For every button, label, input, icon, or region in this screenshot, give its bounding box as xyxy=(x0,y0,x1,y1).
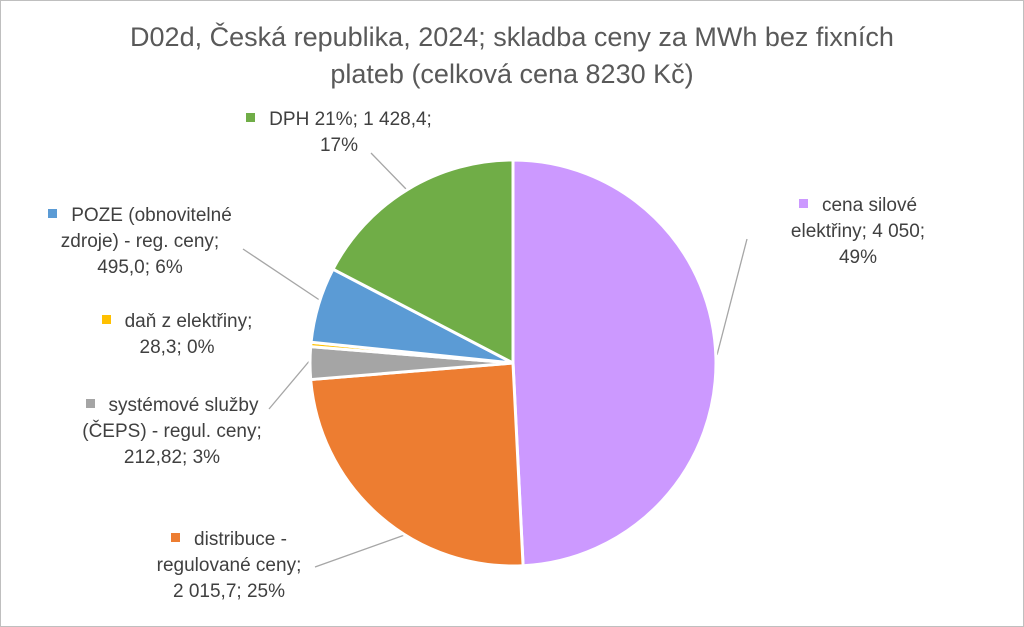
legend-key-systemove-sluzby-ceps-regul-ceny xyxy=(85,399,95,409)
data-label-line: zdroje) - reg. ceny; xyxy=(60,231,220,252)
data-label-line: 2 015,7; 25% xyxy=(173,581,285,602)
legend-key-cena-silove-elektriny xyxy=(798,199,808,209)
data-label-line: regulované ceny; xyxy=(156,555,302,576)
data-label-line: DPH 21%; 1 428,4; xyxy=(269,109,432,130)
legend-key-dph-21 xyxy=(246,113,256,123)
data-label-line: 17% xyxy=(319,135,359,156)
data-label-line: POZE (obnovitelné xyxy=(71,205,232,226)
leader-line-poze-obnovitelne-zdroje-reg-ceny xyxy=(242,248,322,302)
legend-key-dan-z-elektriny xyxy=(101,315,111,325)
data-label-line: 28,3; 0% xyxy=(139,337,215,358)
data-label-line: 212,82; 3% xyxy=(123,447,221,468)
data-label-line: (ČEPS) - regul. ceny; xyxy=(82,421,262,442)
leader-line-cena-silove-elektriny xyxy=(716,238,748,356)
data-label-line: 49% xyxy=(838,247,878,268)
data-label-poze-obnovitelne-zdroje-reg-ceny: POZE (obnovitelné zdroje) - reg. ceny; 495… xyxy=(29,203,251,281)
data-label-line: systémové služby xyxy=(108,395,259,416)
data-label-line: cena silové xyxy=(821,195,918,216)
leader-line-dph-21 xyxy=(370,152,407,190)
leader-line-systemove-sluzby-ceps-regul-ceny xyxy=(268,358,312,410)
data-label-dph-21: DPH 21%; 1 428,4; 17% xyxy=(223,107,455,159)
legend-key-poze-obnovitelne-zdroje-reg-ceny xyxy=(48,209,58,219)
data-label-cena-silove-elektriny: cena silové elektřiny; 4 050; 49% xyxy=(753,193,963,271)
data-label-dan-z-elektriny: daň z elektřiny; 28,3; 0% xyxy=(77,309,277,361)
data-label-line: daň z elektřiny; xyxy=(124,311,253,332)
pie-slice-dph-21 xyxy=(331,158,515,365)
chart-title: D02d, Česká republika, 2024; skladba cen… xyxy=(130,22,894,89)
legend-key-distribuce-regulovane-ceny xyxy=(171,533,181,543)
data-label-line: distribuce - xyxy=(194,529,287,550)
pie-slice-cena-silove-elektriny xyxy=(511,158,718,568)
data-label-line: elektřiny; 4 050; xyxy=(790,221,926,242)
data-label-systemove-sluzby-ceps-regul-ceny: systémové služby (ČEPS) - regul. ceny; 212… xyxy=(57,393,287,471)
data-label-line: 495,0; 6% xyxy=(97,257,183,278)
data-label-distribuce-regulovane-ceny: distribuce - regulované ceny; 2 015,7; 25% xyxy=(119,527,339,605)
pie-slice-distribuce-regulovane-ceny xyxy=(309,361,525,568)
